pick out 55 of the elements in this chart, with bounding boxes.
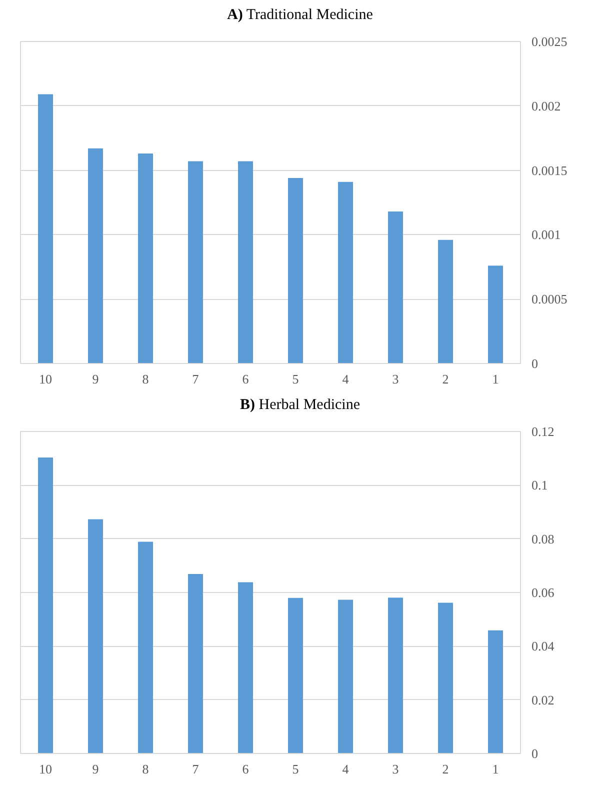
bar <box>288 598 303 754</box>
x-tick-label: 5 <box>292 372 299 386</box>
bar <box>188 161 203 364</box>
y-tick-label: 0 <box>532 746 538 761</box>
bar <box>38 458 53 754</box>
x-tick-label: 10 <box>39 762 52 776</box>
bar <box>488 266 503 364</box>
y-tick-label: 0 <box>532 356 538 371</box>
bar <box>88 148 103 364</box>
x-tick-label: 5 <box>292 762 299 776</box>
bar <box>238 161 253 364</box>
chart-title: A) Traditional Medicine <box>226 6 374 25</box>
y-tick-label: 0.001 <box>532 227 561 242</box>
bar <box>88 519 103 754</box>
bar <box>438 240 453 364</box>
bar <box>238 582 253 754</box>
bar <box>488 630 503 754</box>
bar <box>438 602 453 754</box>
y-tick-label: 0.0015 <box>532 162 568 178</box>
x-tick-label: 9 <box>92 372 99 386</box>
y-tick-label: 0.002 <box>532 98 561 114</box>
x-tick-label: 3 <box>392 762 399 776</box>
y-tick-label: 0.06 <box>532 585 555 600</box>
x-tick-label: 8 <box>142 762 149 776</box>
x-tick-label: 9 <box>92 762 99 776</box>
x-tick-label: 2 <box>442 372 449 386</box>
bar <box>338 182 353 364</box>
x-tick-label: 6 <box>242 762 250 776</box>
bar <box>138 542 153 754</box>
y-tick-label: 0.0025 <box>532 34 568 49</box>
y-tick-label: 0.02 <box>532 692 554 708</box>
y-tick-label: 0.1 <box>532 478 548 493</box>
x-tick-label: 10 <box>39 372 52 386</box>
y-tick-label: 0.12 <box>532 424 554 439</box>
x-tick-label: 7 <box>192 372 200 386</box>
bar <box>338 600 353 754</box>
x-tick-label: 2 <box>442 762 449 776</box>
x-tick-label: 1 <box>492 762 499 776</box>
y-tick-label: 0.0005 <box>532 292 568 307</box>
bar <box>388 598 403 754</box>
x-tick-label: 4 <box>342 372 350 386</box>
y-tick-label: 0.04 <box>532 638 555 654</box>
x-tick-label: 6 <box>242 372 250 386</box>
bar <box>138 154 153 364</box>
bar <box>388 212 403 364</box>
bar <box>188 574 203 754</box>
y-tick-label: 0.08 <box>532 531 554 546</box>
x-tick-label: 3 <box>392 372 399 386</box>
bar <box>288 178 303 364</box>
x-tick-label: 1 <box>492 372 499 386</box>
x-tick-label: 7 <box>192 762 200 776</box>
x-tick-label: 4 <box>342 762 350 776</box>
chart-title: B) Herbal Medicine <box>239 396 361 415</box>
bar <box>38 94 53 364</box>
x-tick-label: 8 <box>142 372 149 386</box>
